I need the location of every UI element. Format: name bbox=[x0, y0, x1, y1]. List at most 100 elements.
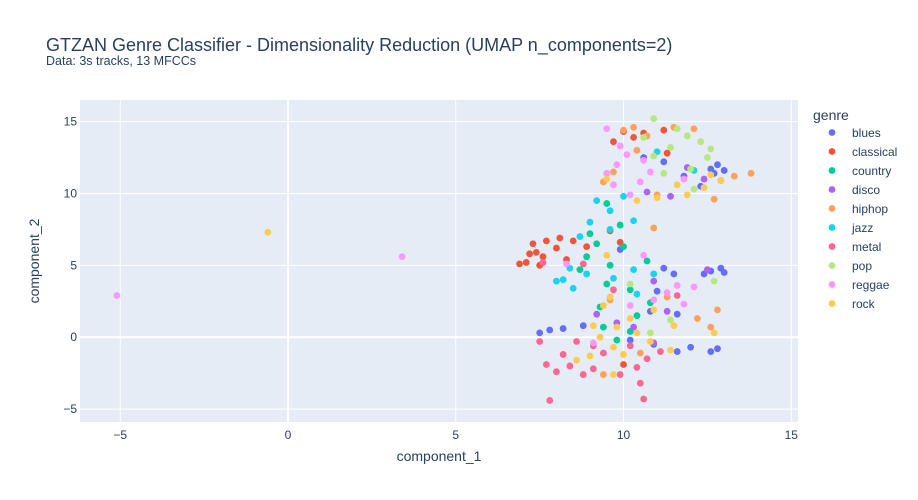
data-point-reggae[interactable] bbox=[113, 292, 121, 299]
data-point-metal[interactable] bbox=[536, 338, 544, 345]
data-point-hiphop[interactable] bbox=[693, 315, 701, 322]
data-point-jazz[interactable] bbox=[559, 276, 567, 284]
data-point-rock[interactable] bbox=[600, 302, 607, 309]
data-point-rock[interactable] bbox=[626, 315, 634, 322]
data-point-reggae[interactable] bbox=[589, 339, 597, 347]
data-point-country[interactable] bbox=[606, 261, 614, 269]
data-point-hiphop[interactable] bbox=[620, 126, 627, 134]
data-point-jazz[interactable] bbox=[633, 290, 641, 298]
legend-item-reggae[interactable]: reggae bbox=[828, 278, 890, 292]
data-point-reggae[interactable] bbox=[640, 251, 648, 259]
data-point-metal[interactable] bbox=[610, 286, 617, 294]
legend-item-hiphop[interactable]: hiphop bbox=[828, 202, 889, 216]
data-point-rock[interactable] bbox=[707, 171, 715, 179]
data-point-country[interactable] bbox=[613, 336, 621, 344]
data-point-country[interactable] bbox=[603, 200, 611, 207]
data-point-reggae[interactable] bbox=[650, 296, 658, 304]
data-point-metal[interactable] bbox=[673, 292, 681, 299]
data-point-jazz[interactable] bbox=[610, 274, 617, 282]
data-point-country[interactable] bbox=[576, 266, 584, 274]
data-point-metal[interactable] bbox=[643, 355, 651, 363]
data-point-rock[interactable] bbox=[610, 343, 617, 351]
data-point-metal[interactable] bbox=[626, 342, 634, 350]
data-point-reggae[interactable] bbox=[613, 161, 621, 169]
data-point-classical[interactable] bbox=[532, 248, 540, 256]
data-point-classical[interactable] bbox=[529, 240, 537, 248]
data-point-pop[interactable] bbox=[673, 125, 681, 133]
data-point-disco[interactable] bbox=[630, 323, 637, 331]
data-point-reggae[interactable] bbox=[603, 125, 611, 133]
data-point-country[interactable] bbox=[643, 257, 651, 265]
data-point-reggae[interactable] bbox=[640, 156, 648, 164]
data-point-disco[interactable] bbox=[667, 192, 674, 200]
data-point-rock[interactable] bbox=[653, 194, 661, 202]
data-point-blues[interactable] bbox=[720, 167, 728, 174]
legend-item-pop[interactable]: pop bbox=[828, 259, 873, 273]
legend-item-classical[interactable]: classical bbox=[828, 145, 898, 159]
data-point-metal[interactable] bbox=[546, 397, 554, 404]
data-point-jazz[interactable] bbox=[569, 284, 577, 292]
data-point-country[interactable] bbox=[620, 243, 627, 251]
data-point-reggae[interactable] bbox=[680, 300, 688, 308]
data-point-blues[interactable] bbox=[707, 348, 715, 355]
data-point-disco[interactable] bbox=[704, 266, 711, 274]
data-point-hiphop[interactable] bbox=[600, 371, 607, 378]
legend-item-country[interactable]: country bbox=[828, 164, 892, 178]
data-point-classical[interactable] bbox=[620, 361, 627, 368]
data-point-jazz[interactable] bbox=[586, 218, 594, 226]
data-point-reggae[interactable] bbox=[626, 302, 634, 309]
data-point-rock[interactable] bbox=[633, 197, 641, 205]
data-point-reggae[interactable] bbox=[636, 178, 644, 186]
data-point-disco[interactable] bbox=[700, 175, 708, 183]
data-point-rock[interactable] bbox=[620, 351, 627, 358]
data-point-classical[interactable] bbox=[542, 237, 550, 245]
data-point-country[interactable] bbox=[616, 221, 624, 229]
data-point-blues[interactable] bbox=[670, 270, 678, 278]
data-point-rock[interactable] bbox=[603, 175, 611, 183]
data-point-blues[interactable] bbox=[714, 345, 721, 353]
data-point-blues[interactable] bbox=[579, 322, 587, 330]
data-point-jazz[interactable] bbox=[593, 197, 601, 205]
data-point-blues[interactable] bbox=[536, 329, 544, 337]
legend-item-blues[interactable]: blues bbox=[828, 126, 881, 140]
data-point-rock[interactable] bbox=[633, 329, 641, 337]
data-point-jazz[interactable] bbox=[576, 233, 584, 240]
legend[interactable]: blues classical country disco hiphop jazz meta… bbox=[828, 126, 898, 311]
data-point-classical[interactable] bbox=[516, 260, 523, 268]
data-point-metal[interactable] bbox=[657, 348, 664, 355]
data-point-metal[interactable] bbox=[640, 395, 648, 403]
data-point-rock[interactable] bbox=[596, 333, 604, 341]
data-point-pop[interactable] bbox=[697, 138, 705, 146]
data-point-rock[interactable] bbox=[610, 371, 617, 378]
data-point-jazz[interactable] bbox=[553, 277, 560, 285]
data-point-hiphop[interactable] bbox=[650, 224, 658, 232]
data-point-classical[interactable] bbox=[539, 253, 547, 261]
data-point-reggae[interactable] bbox=[626, 191, 634, 199]
data-point-blues[interactable] bbox=[673, 310, 681, 318]
data-point-rock[interactable] bbox=[603, 251, 611, 259]
data-point-blues[interactable] bbox=[717, 264, 725, 272]
data-point-reggae[interactable] bbox=[398, 253, 406, 261]
data-point-reggae[interactable] bbox=[646, 168, 654, 176]
data-point-disco[interactable] bbox=[650, 277, 658, 285]
data-point-blues[interactable] bbox=[660, 264, 668, 272]
data-point-hiphop[interactable] bbox=[636, 349, 644, 357]
legend-item-rock[interactable]: rock bbox=[828, 297, 876, 311]
data-point-pop[interactable] bbox=[667, 144, 674, 151]
data-point-blues[interactable] bbox=[714, 161, 721, 169]
legend-item-jazz[interactable]: jazz bbox=[828, 221, 874, 235]
data-point-reggae[interactable] bbox=[663, 289, 671, 297]
data-point-blues[interactable] bbox=[687, 343, 695, 351]
data-point-metal[interactable] bbox=[633, 363, 641, 371]
data-point-country[interactable] bbox=[603, 280, 611, 288]
legend-item-metal[interactable]: metal bbox=[828, 240, 882, 254]
data-point-classical[interactable] bbox=[526, 250, 533, 258]
data-point-hiphop[interactable] bbox=[747, 169, 755, 177]
data-point-rock[interactable] bbox=[264, 228, 272, 236]
data-point-reggae[interactable] bbox=[610, 181, 617, 189]
data-point-metal[interactable] bbox=[636, 379, 644, 387]
data-point-pop[interactable] bbox=[667, 316, 674, 324]
data-point-rock[interactable] bbox=[717, 177, 725, 184]
data-point-classical[interactable] bbox=[522, 259, 530, 266]
data-point-pop[interactable] bbox=[683, 132, 691, 140]
